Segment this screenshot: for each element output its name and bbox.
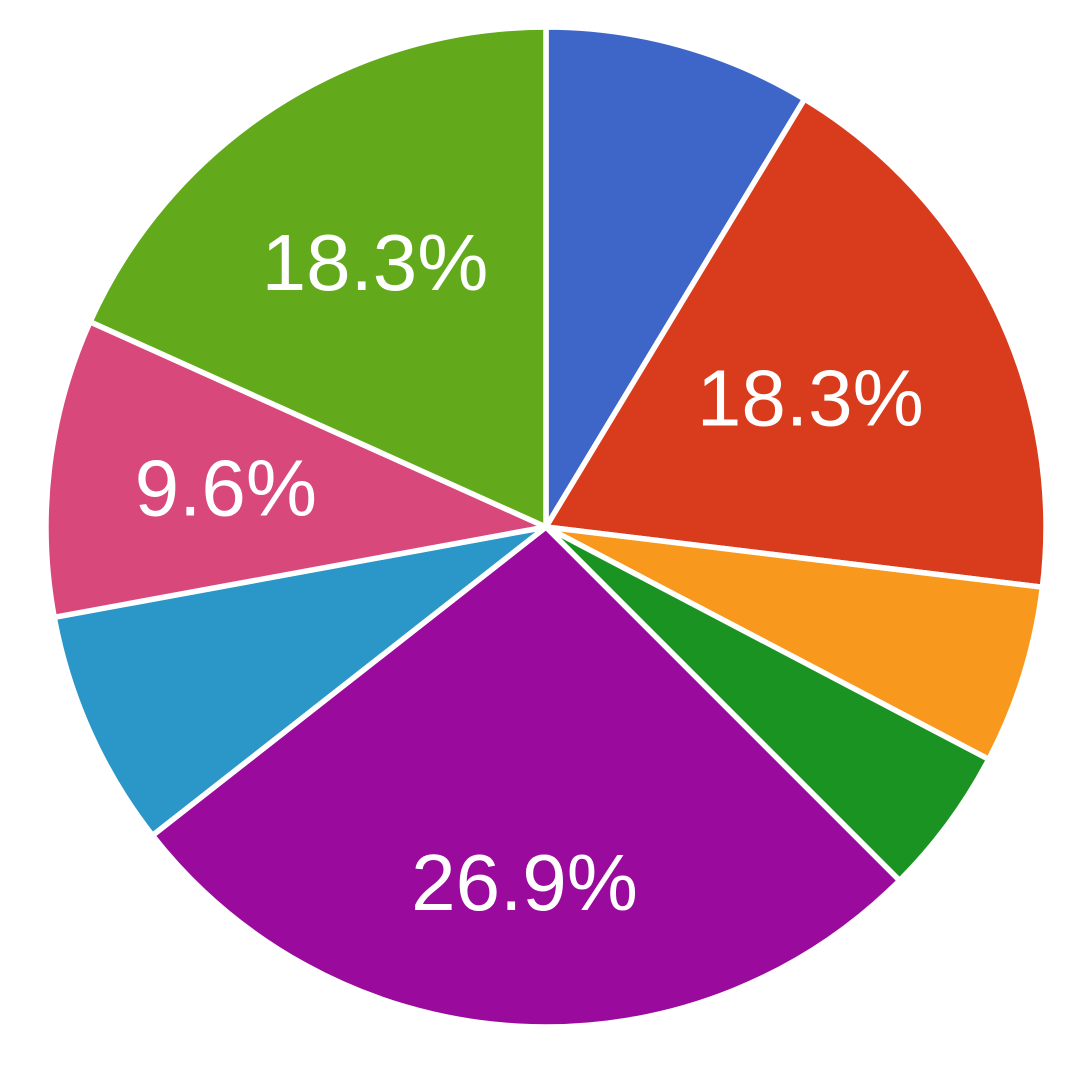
pie-slice-orange — [543, 524, 1046, 763]
pie-slice-blue — [543, 24, 808, 530]
pie-slice-label-pink: 9.6% — [135, 444, 317, 533]
pie-slice-light-blue — [51, 524, 549, 839]
pie-slice-pink — [43, 319, 549, 621]
pie-slice-label-purple: 26.9% — [411, 838, 638, 927]
pie-slice-green — [543, 524, 992, 884]
pie-slice-red — [543, 96, 1049, 590]
pie-slice-purple — [149, 524, 903, 1030]
pie-slice-label-olive: 18.3% — [262, 218, 489, 307]
pie-slice-olive — [87, 24, 549, 530]
pie-slice-label-red: 18.3% — [697, 354, 924, 443]
